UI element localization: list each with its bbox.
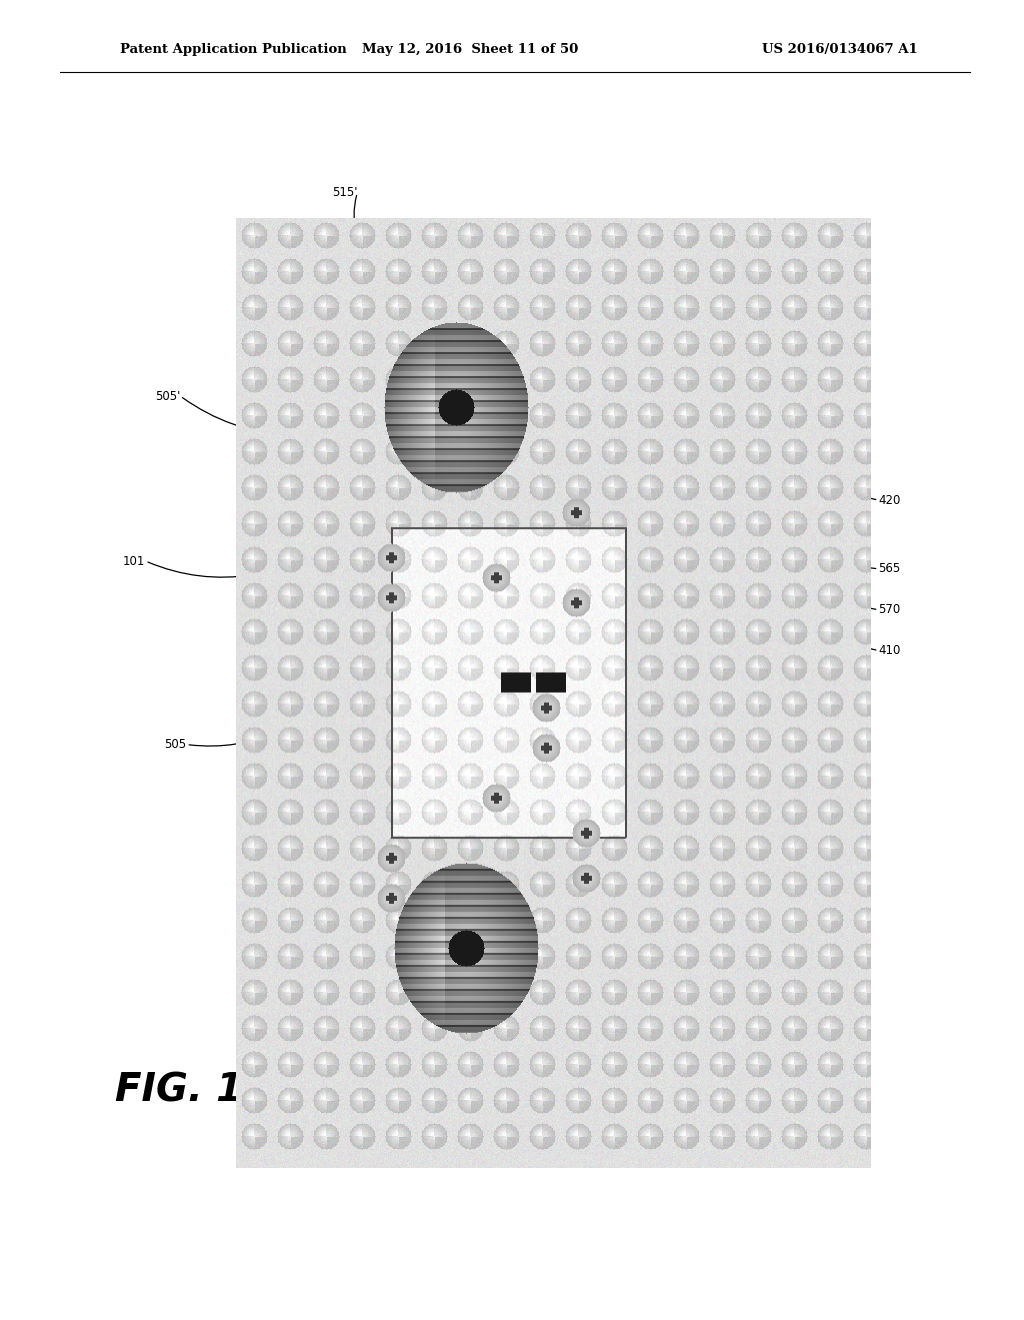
Text: US 2016/0134067 A1: US 2016/0134067 A1 — [762, 44, 918, 57]
Text: 101: 101 — [123, 554, 145, 568]
Text: 205: 205 — [401, 1126, 424, 1139]
Text: 420: 420 — [879, 494, 901, 507]
Text: FIG. 11: FIG. 11 — [115, 1071, 270, 1109]
Text: 515': 515' — [332, 186, 357, 199]
Text: 410: 410 — [879, 644, 901, 657]
Text: 505: 505 — [164, 738, 186, 751]
Text: 205B: 205B — [637, 1142, 668, 1155]
Text: May 12, 2016  Sheet 11 of 50: May 12, 2016 Sheet 11 of 50 — [361, 44, 579, 57]
Text: 565: 565 — [879, 562, 901, 576]
Text: 515: 515 — [262, 1113, 285, 1126]
Text: 505': 505' — [155, 389, 180, 403]
Text: 205A: 205A — [461, 1130, 492, 1143]
Text: 570: 570 — [879, 603, 901, 616]
Text: Patent Application Publication: Patent Application Publication — [120, 44, 347, 57]
